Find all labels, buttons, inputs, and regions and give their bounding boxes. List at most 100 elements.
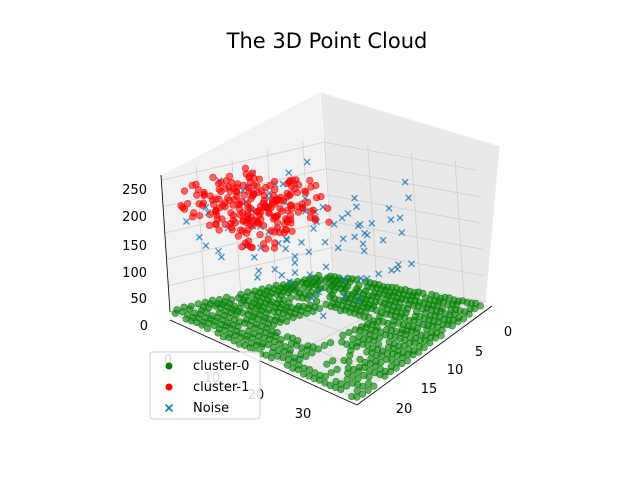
noise-point — [182, 217, 190, 225]
cluster-0-point — [348, 379, 357, 387]
cluster-1-point — [238, 227, 247, 235]
noise-point — [285, 169, 293, 177]
cluster-1-point — [224, 194, 232, 202]
cluster-0-point — [258, 285, 266, 293]
cluster-0-point — [293, 278, 302, 286]
cluster-0-point — [327, 369, 335, 377]
cluster-1-point — [241, 164, 249, 172]
cluster-1-point — [234, 232, 242, 240]
cluster-1-point — [177, 202, 185, 210]
grid-line — [329, 220, 483, 250]
noise-point — [303, 158, 311, 166]
noise-point — [195, 233, 203, 241]
cluster-1-point — [325, 218, 333, 226]
cluster-1-point — [306, 177, 314, 185]
cluster-1-point — [301, 187, 309, 195]
noise-point — [214, 247, 222, 255]
cluster-0-point — [187, 302, 195, 310]
noise-point — [357, 274, 365, 282]
cluster-1-point — [253, 182, 261, 190]
z-tick-label: 150 — [122, 239, 147, 254]
noise-point — [282, 245, 290, 253]
noise-point — [375, 270, 383, 278]
legend-marker-noise — [164, 403, 174, 413]
series-cluster-0 — [171, 271, 485, 401]
cluster-0-point — [244, 288, 252, 296]
noise-point — [283, 236, 291, 244]
cluster-0-point — [353, 387, 361, 395]
cluster-1-point — [299, 205, 307, 213]
cluster-0-point — [191, 309, 199, 317]
cluster-1-point — [244, 216, 252, 224]
cluster-1-point — [200, 188, 208, 197]
cluster-0-point — [363, 348, 371, 356]
cluster-1-point — [209, 173, 217, 181]
cluster-0-point — [356, 355, 364, 364]
z-axis-line — [160, 174, 171, 313]
cluster-1-point — [270, 244, 279, 252]
cluster-1-point — [222, 177, 230, 185]
noise-point — [379, 236, 387, 244]
cluster-0-point — [343, 375, 351, 384]
cluster-0-point — [326, 272, 334, 280]
cluster-0-point — [283, 333, 292, 341]
cluster-1-point — [256, 231, 264, 239]
cluster-1-point — [260, 222, 268, 230]
cluster-1-point — [283, 216, 291, 224]
cluster-1-point — [235, 200, 243, 209]
cluster-1-point — [270, 192, 278, 200]
cluster-0-point — [272, 281, 280, 289]
cluster-1-point — [248, 222, 256, 230]
cluster-1-point — [230, 196, 238, 204]
cluster-1-point — [312, 181, 320, 190]
cluster-1-point — [238, 243, 246, 251]
cluster-1-point — [245, 188, 253, 196]
cluster-0-point — [370, 317, 378, 325]
grid-line — [168, 247, 332, 287]
cluster-0-point — [361, 278, 370, 286]
noise-point — [305, 248, 313, 256]
cluster-0-point — [428, 291, 436, 299]
cluster-0-point — [265, 284, 273, 292]
noise-point — [396, 214, 404, 222]
cluster-1-point — [236, 211, 244, 219]
legend-marker-cluster-0 — [165, 362, 173, 370]
grid-line — [324, 141, 478, 171]
noise-point — [352, 203, 360, 211]
cluster-1-point — [244, 203, 252, 211]
noise-point — [344, 209, 352, 217]
cluster-1-point — [324, 204, 332, 212]
grid-line — [326, 168, 480, 198]
cluster-0-point — [323, 360, 331, 368]
cluster-0-point — [351, 326, 359, 334]
z-tick-label: 200 — [122, 210, 147, 225]
cluster-0-point — [279, 281, 287, 289]
noise-point — [354, 222, 362, 230]
noise-point — [363, 275, 371, 283]
chart-title: The 3D Point Cloud — [226, 29, 428, 53]
cluster-0-point — [313, 298, 321, 306]
cluster-0-point — [237, 290, 245, 299]
cluster-1-point — [194, 186, 202, 194]
cluster-1-point — [285, 192, 294, 200]
cluster-0-point — [365, 379, 373, 388]
cluster-0-point — [344, 364, 352, 372]
noise-point — [338, 214, 346, 222]
noise-point — [405, 194, 413, 202]
x-axis-line — [169, 319, 358, 406]
cluster-0-point — [301, 276, 309, 284]
noise-point — [334, 244, 342, 252]
noise-point — [255, 267, 263, 275]
cluster-0-point — [223, 293, 231, 301]
cluster-1-point — [180, 187, 189, 195]
cluster-1-point — [217, 187, 225, 196]
noise-point — [361, 229, 369, 237]
cluster-1-point — [311, 214, 319, 222]
noise-point — [291, 269, 299, 277]
y-tick-label: 10 — [447, 363, 464, 378]
noise-point — [355, 296, 363, 304]
cluster-1-point — [189, 213, 197, 221]
cluster-1-point — [293, 189, 301, 197]
noise-point — [360, 247, 368, 255]
cluster-0-point — [333, 365, 341, 374]
